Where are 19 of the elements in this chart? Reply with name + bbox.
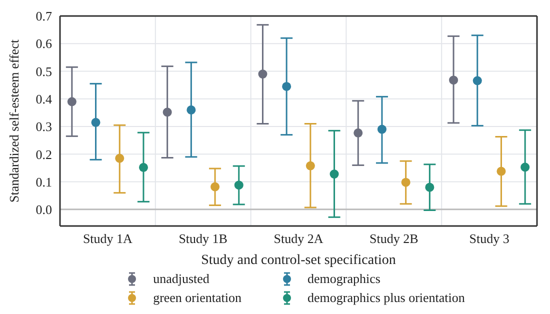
y-tick-label: 0.6 — [36, 36, 52, 52]
x-tick-label: Study 2B — [370, 231, 419, 246]
legend-label: green orientation — [153, 290, 242, 306]
x-tick-label: Study 2A — [274, 231, 324, 246]
legend-label: demographics — [308, 270, 380, 286]
legend-label: demographics plus orientation — [308, 290, 465, 306]
y-tick-label: 0.2 — [36, 146, 52, 162]
y-tick-label: 0.7 — [36, 8, 52, 24]
legend-label: unadjusted — [153, 270, 210, 286]
y-axis-title: Standardized self-esteem effect — [6, 39, 22, 202]
x-tick-label: Study 3 — [469, 231, 510, 246]
x-tick-label: Study 1B — [178, 231, 228, 246]
y-tick-label: 0.1 — [36, 174, 52, 190]
y-tick-label: 0.5 — [36, 64, 52, 79]
x-tick-label: Study 1A — [82, 231, 134, 246]
y-tick-label: 0.4 — [36, 92, 52, 107]
y-tick-label: 0.0 — [36, 202, 52, 218]
y-tick-label: 0.3 — [36, 119, 52, 134]
x-axis-title: Study and control-set specification — [201, 253, 396, 268]
